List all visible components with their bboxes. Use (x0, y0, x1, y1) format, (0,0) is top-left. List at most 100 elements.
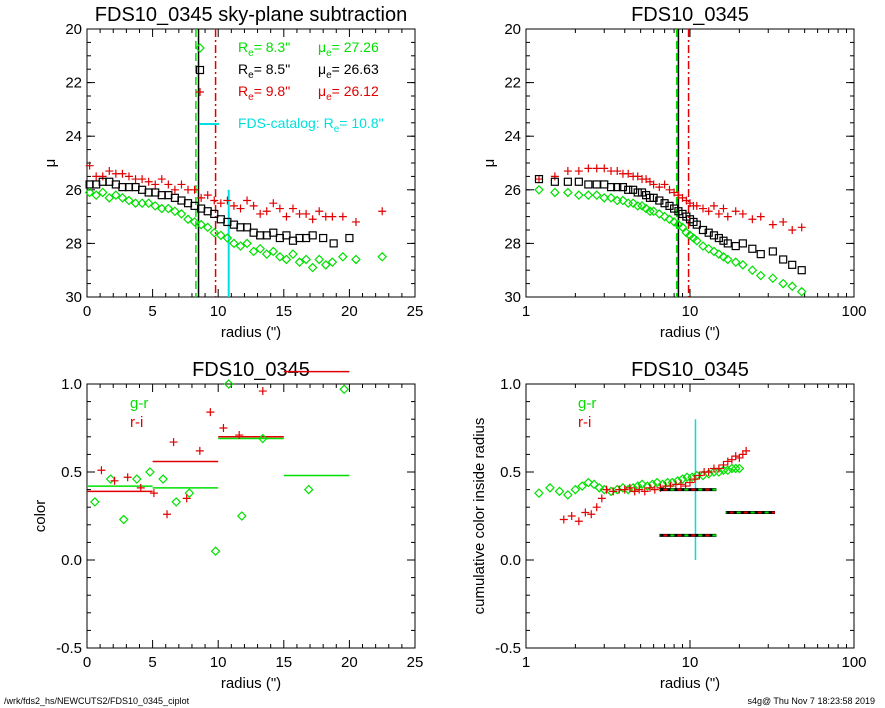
data-point (641, 203, 651, 214)
data-point (714, 464, 723, 473)
data-point (574, 177, 583, 186)
y-axis-label: cumulative color inside radius (471, 418, 488, 615)
data-point (288, 236, 298, 245)
data-point (269, 199, 278, 208)
legend-mue-text: μe= 27.26 (318, 39, 379, 59)
legend-reff-symbol: R (238, 39, 248, 55)
data-point (118, 514, 129, 525)
data-point (320, 259, 331, 270)
data-point (727, 455, 736, 464)
data-point (206, 408, 215, 417)
legend-label: g-r (130, 395, 148, 412)
data-point (730, 257, 741, 268)
legend-mue-text: μe= 26.12 (318, 83, 379, 103)
data-point (163, 510, 172, 519)
data-point (328, 212, 337, 221)
data-point (229, 238, 239, 249)
legend-mue-symbol: μ (318, 83, 326, 99)
x-tick-label: 100 (841, 303, 866, 320)
data-point (124, 183, 134, 192)
catalog-legend-text: FDS-catalog: Re= 10.8" (238, 115, 384, 135)
data-series (534, 184, 807, 297)
data-point (613, 183, 622, 192)
legend-mue-text: μe= 26.63 (318, 61, 379, 81)
legend-mue-symbol: μ (318, 39, 326, 55)
data-point (189, 217, 200, 227)
data-point (738, 239, 747, 248)
data-point (144, 188, 153, 197)
data-point (242, 238, 252, 249)
data-point (223, 379, 234, 389)
y-tick-label: 28 (65, 235, 82, 252)
data-point (709, 246, 719, 257)
x-tick-label: 10 (210, 654, 227, 671)
data-point (132, 474, 142, 484)
data-point (210, 196, 219, 205)
data-point (157, 191, 166, 200)
panel-profile-linear: 0 5 10 15 20 25 20 22 24 26 28 30 FDS10_0345 sky-pla… (42, 4, 423, 341)
data-point (709, 231, 719, 240)
data-point (669, 217, 679, 227)
data-point (723, 457, 732, 466)
x-tick-label: 15 (275, 654, 292, 671)
data-point (308, 231, 317, 240)
data-point (223, 196, 232, 205)
data-point (151, 180, 160, 189)
data-point (338, 212, 347, 221)
data-point (145, 467, 155, 477)
y-tick-label: 22 (504, 75, 521, 92)
data-point (623, 198, 634, 209)
data-point (138, 175, 147, 184)
data-point (563, 167, 572, 176)
data-point (676, 480, 685, 489)
data-point (665, 185, 674, 194)
data-point (156, 203, 167, 214)
y-tick-label: 0.5 (61, 464, 82, 481)
data-point (550, 172, 559, 181)
data-point (351, 217, 360, 226)
data-series (97, 387, 267, 519)
data-point (203, 191, 212, 200)
data-point (164, 180, 173, 189)
data-point (111, 190, 121, 201)
data-point (709, 201, 718, 210)
data-point (640, 487, 649, 496)
data-point (92, 180, 101, 189)
x-tick-label: 20 (341, 303, 358, 320)
data-point (203, 207, 212, 216)
data-point (660, 199, 669, 208)
data-point (90, 497, 100, 507)
data-point (164, 191, 173, 200)
data-point (737, 259, 748, 270)
data-point (124, 195, 134, 206)
y-tick-label: 0.0 (61, 552, 82, 569)
data-point (613, 167, 622, 176)
y-axis-label: μ (42, 159, 59, 168)
data-point (779, 217, 788, 226)
data-point (110, 476, 119, 485)
x-axis-label: radius (") (221, 675, 281, 692)
x-tick-label: 10 (210, 303, 227, 320)
data-point (665, 201, 674, 210)
data-point (158, 474, 168, 484)
data-point (756, 212, 765, 221)
data-point (85, 161, 94, 170)
data-point (248, 246, 259, 257)
data-point (632, 201, 643, 211)
data-point (630, 487, 639, 496)
data-point (719, 204, 728, 213)
data-point (670, 204, 679, 213)
data-point (256, 209, 265, 218)
legend-reff-value: = 8.3" (254, 39, 291, 55)
data-point (229, 201, 238, 210)
data-point (574, 517, 583, 526)
data-point (600, 180, 609, 189)
data-point (177, 180, 186, 189)
legend-reff-symbol: R (238, 61, 248, 77)
data-point (269, 228, 278, 237)
data-point (714, 209, 723, 218)
data-point (731, 241, 740, 251)
data-point (104, 192, 115, 203)
data-point (723, 239, 732, 248)
